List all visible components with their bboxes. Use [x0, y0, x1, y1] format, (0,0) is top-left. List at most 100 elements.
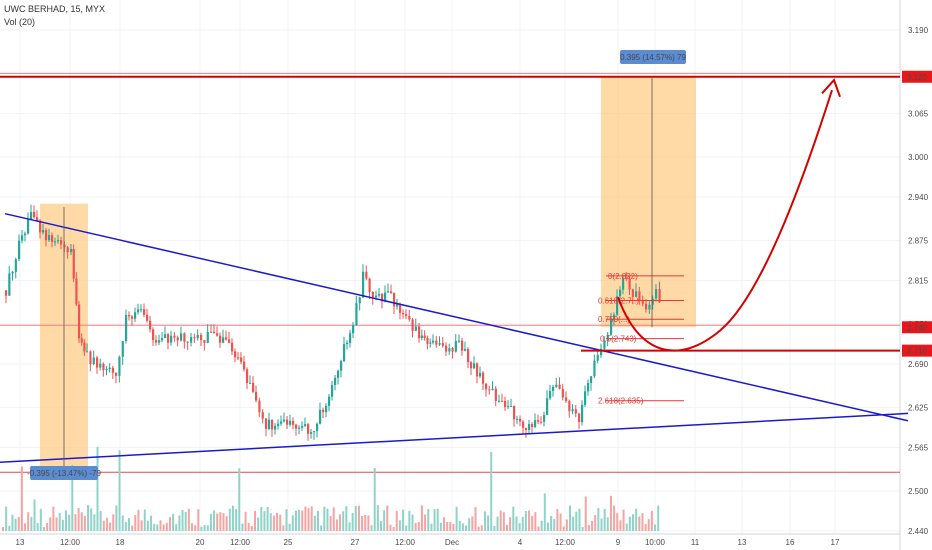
- volume-bar: [219, 512, 222, 531]
- volume-bar: [493, 525, 496, 531]
- volume-bar: [52, 506, 55, 531]
- candle-body: [155, 340, 158, 343]
- candle-body: [638, 291, 641, 302]
- volume-bar: [209, 513, 212, 531]
- candle-body: [596, 355, 599, 361]
- candle-body: [393, 292, 396, 307]
- volume-bar: [181, 509, 184, 531]
- volume-bar: [420, 505, 423, 531]
- time-tick-label: 10:00: [645, 538, 666, 547]
- candle-body: [606, 334, 609, 341]
- candle-body: [479, 372, 482, 377]
- volume-bar: [439, 522, 442, 531]
- candle-body: [381, 294, 384, 302]
- candle-body: [408, 315, 411, 320]
- ascending-trendline: [0, 412, 909, 463]
- candle-body: [346, 342, 349, 345]
- volume-bar: [150, 515, 153, 531]
- volume-bar: [647, 519, 650, 531]
- volume-bar: [452, 524, 455, 531]
- volume-bar: [187, 508, 190, 531]
- volume-bar: [449, 521, 452, 531]
- candle-body: [641, 301, 644, 304]
- volume-bar: [20, 466, 23, 531]
- volume-bar: [575, 511, 578, 531]
- volume-bar: [143, 509, 146, 531]
- volume-bar: [345, 506, 348, 531]
- volume-bar: [93, 514, 96, 531]
- candle-body: [561, 388, 564, 398]
- volume-bar: [509, 517, 512, 531]
- range-box-right: [601, 76, 696, 328]
- candle-body: [75, 278, 78, 305]
- measure-label-top-text: 0.395 (14.57%) 79: [620, 53, 686, 62]
- candle-body: [625, 278, 628, 280]
- candle-body: [451, 348, 454, 352]
- volume-bar: [112, 514, 115, 531]
- fib-label: 0(2.822): [608, 272, 638, 281]
- price-tick-label: 2.940: [908, 193, 929, 202]
- candle-body: [128, 315, 131, 317]
- candle-body: [328, 396, 331, 406]
- volume-bar: [512, 506, 515, 531]
- candle-body: [42, 230, 45, 233]
- candle-body: [92, 357, 95, 365]
- volume-bar: [105, 517, 108, 531]
- volume-bar: [42, 526, 45, 531]
- volume-bar: [165, 522, 168, 531]
- volume-bar: [622, 509, 625, 531]
- volume-bar: [175, 524, 178, 531]
- candle-body: [121, 341, 124, 357]
- candle-body: [54, 241, 57, 243]
- candle-body: [458, 340, 461, 342]
- volume-bar: [446, 522, 449, 531]
- candle-body: [255, 391, 258, 401]
- volume-bar: [241, 523, 244, 531]
- time-tick-label: 9: [616, 538, 621, 547]
- volume-bar: [613, 505, 616, 531]
- candle-body: [45, 230, 48, 241]
- candle-body: [628, 279, 631, 290]
- candle-body: [167, 334, 170, 343]
- volume-bar: [348, 522, 351, 531]
- candle-body: [552, 386, 555, 391]
- volume-bar: [644, 524, 647, 531]
- volume-bar: [562, 526, 565, 531]
- price-tick-label: 2.690: [908, 360, 929, 369]
- volume-bar: [543, 493, 546, 531]
- volume-bar: [137, 509, 140, 531]
- volume-bar: [632, 514, 634, 531]
- volume-bar: [499, 510, 502, 531]
- candle-body: [558, 384, 561, 389]
- candle-body: [619, 289, 622, 297]
- volume-bar: [625, 523, 628, 531]
- volume-bar: [376, 505, 379, 531]
- time-tick-label: 18: [116, 538, 125, 547]
- candle-body: [140, 309, 143, 311]
- volume-bar: [483, 511, 486, 531]
- candle-body: [146, 314, 149, 321]
- volume-bar: [386, 505, 389, 531]
- candle-body: [316, 423, 319, 432]
- volume-bar: [128, 518, 130, 531]
- volume-bar: [222, 513, 225, 531]
- volume-bar: [184, 511, 187, 531]
- volume-bar: [641, 513, 644, 531]
- candle-body: [565, 397, 568, 401]
- candle-body: [658, 289, 661, 303]
- volume-bar: [531, 515, 534, 531]
- candle-body: [635, 291, 638, 297]
- volume-bar: [553, 518, 556, 531]
- volume-bar: [550, 515, 553, 531]
- volume-bar: [235, 509, 238, 531]
- volume-bar: [411, 514, 414, 531]
- volume-bar: [354, 506, 357, 531]
- price-tick-label: 3.000: [908, 153, 929, 162]
- candle-body: [531, 424, 534, 427]
- candle-body: [295, 424, 298, 429]
- candle-body: [152, 329, 155, 341]
- volume-bar: [597, 508, 600, 531]
- measure-label-bottom: [30, 466, 98, 480]
